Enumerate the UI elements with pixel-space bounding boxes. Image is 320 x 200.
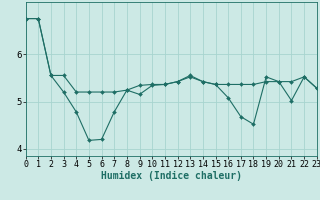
X-axis label: Humidex (Indice chaleur): Humidex (Indice chaleur) bbox=[101, 171, 242, 181]
